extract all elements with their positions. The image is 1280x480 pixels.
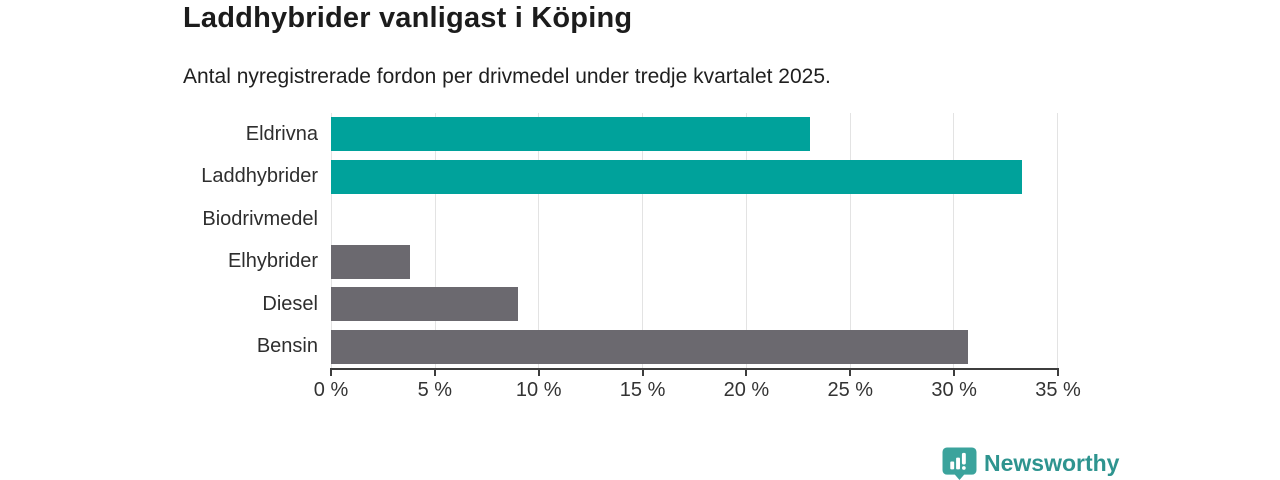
- x-axis-tick: [1057, 368, 1059, 376]
- x-axis-tick: [330, 368, 332, 376]
- bar-laddhybrider: [331, 159, 1022, 194]
- x-axis-tick-label: 20 %: [723, 379, 770, 401]
- plot-area: [331, 113, 1058, 368]
- bar-row: [331, 326, 1057, 369]
- x-axis-tick-label: 35 %: [1035, 379, 1081, 401]
- x-axis-tick-label: 5 %: [417, 379, 453, 401]
- x-axis-tick: [433, 368, 436, 376]
- bar-diesel: [331, 287, 518, 322]
- category-label: Laddhybrider: [201, 165, 318, 188]
- bar-row: [331, 198, 1057, 241]
- x-axis: 0 % 5 % 10 % 15 % 20 % 25 % 30 % 35 %: [314, 368, 1081, 401]
- bar-bensin: [331, 329, 968, 364]
- gridline: [1057, 113, 1058, 368]
- newsworthy-marker-bars-icon: [942, 447, 977, 480]
- category-label: Bensin: [256, 335, 318, 358]
- x-axis-tick-label: 30 %: [931, 379, 977, 401]
- bar-rows: [331, 113, 1057, 368]
- category-label: Elhybrider: [227, 250, 318, 273]
- newsworthy-logo[interactable]: Newsworthy: [942, 447, 1119, 480]
- newsworthy-logo-text: Newsworthy: [984, 450, 1120, 476]
- category-label: Diesel: [262, 292, 318, 315]
- category-label: Eldrivna: [245, 122, 318, 145]
- chart-title: Laddhybrider vanligast i Köping: [183, 2, 633, 34]
- x-axis-tick: [745, 368, 748, 376]
- x-axis-line: [331, 368, 1058, 370]
- gridline: [331, 113, 332, 368]
- bar-eldrivna: [331, 117, 811, 152]
- x-axis-tick-label: 0 %: [313, 379, 349, 401]
- category-label: Biodrivmedel: [202, 207, 318, 230]
- x-axis-tick: [537, 368, 540, 376]
- x-axis-tick: [953, 368, 956, 376]
- bar-row: [331, 283, 1057, 326]
- bar-elhybrider: [331, 244, 410, 279]
- gridline: [849, 113, 851, 368]
- gridline: [538, 113, 540, 368]
- category-axis-labels: Eldrivna Laddhybrider Biodrivmedel Elhybrid…: [0, 113, 318, 368]
- x-axis-tick-label: 15 %: [619, 379, 666, 401]
- gridline: [745, 113, 747, 368]
- bar-row: [331, 113, 1057, 156]
- bar-row: [331, 241, 1057, 284]
- gridline: [642, 113, 644, 368]
- chart-subtitle: Antal nyregistrerade fordon per drivmede…: [183, 65, 831, 88]
- x-axis-tick-label: 10 %: [515, 379, 562, 401]
- x-axis-tick-label: 25 %: [827, 379, 874, 401]
- x-axis-tick: [849, 368, 852, 376]
- gridline: [434, 113, 436, 368]
- x-axis-tick: [641, 368, 644, 376]
- gridline: [953, 113, 955, 368]
- bar-row: [331, 156, 1057, 199]
